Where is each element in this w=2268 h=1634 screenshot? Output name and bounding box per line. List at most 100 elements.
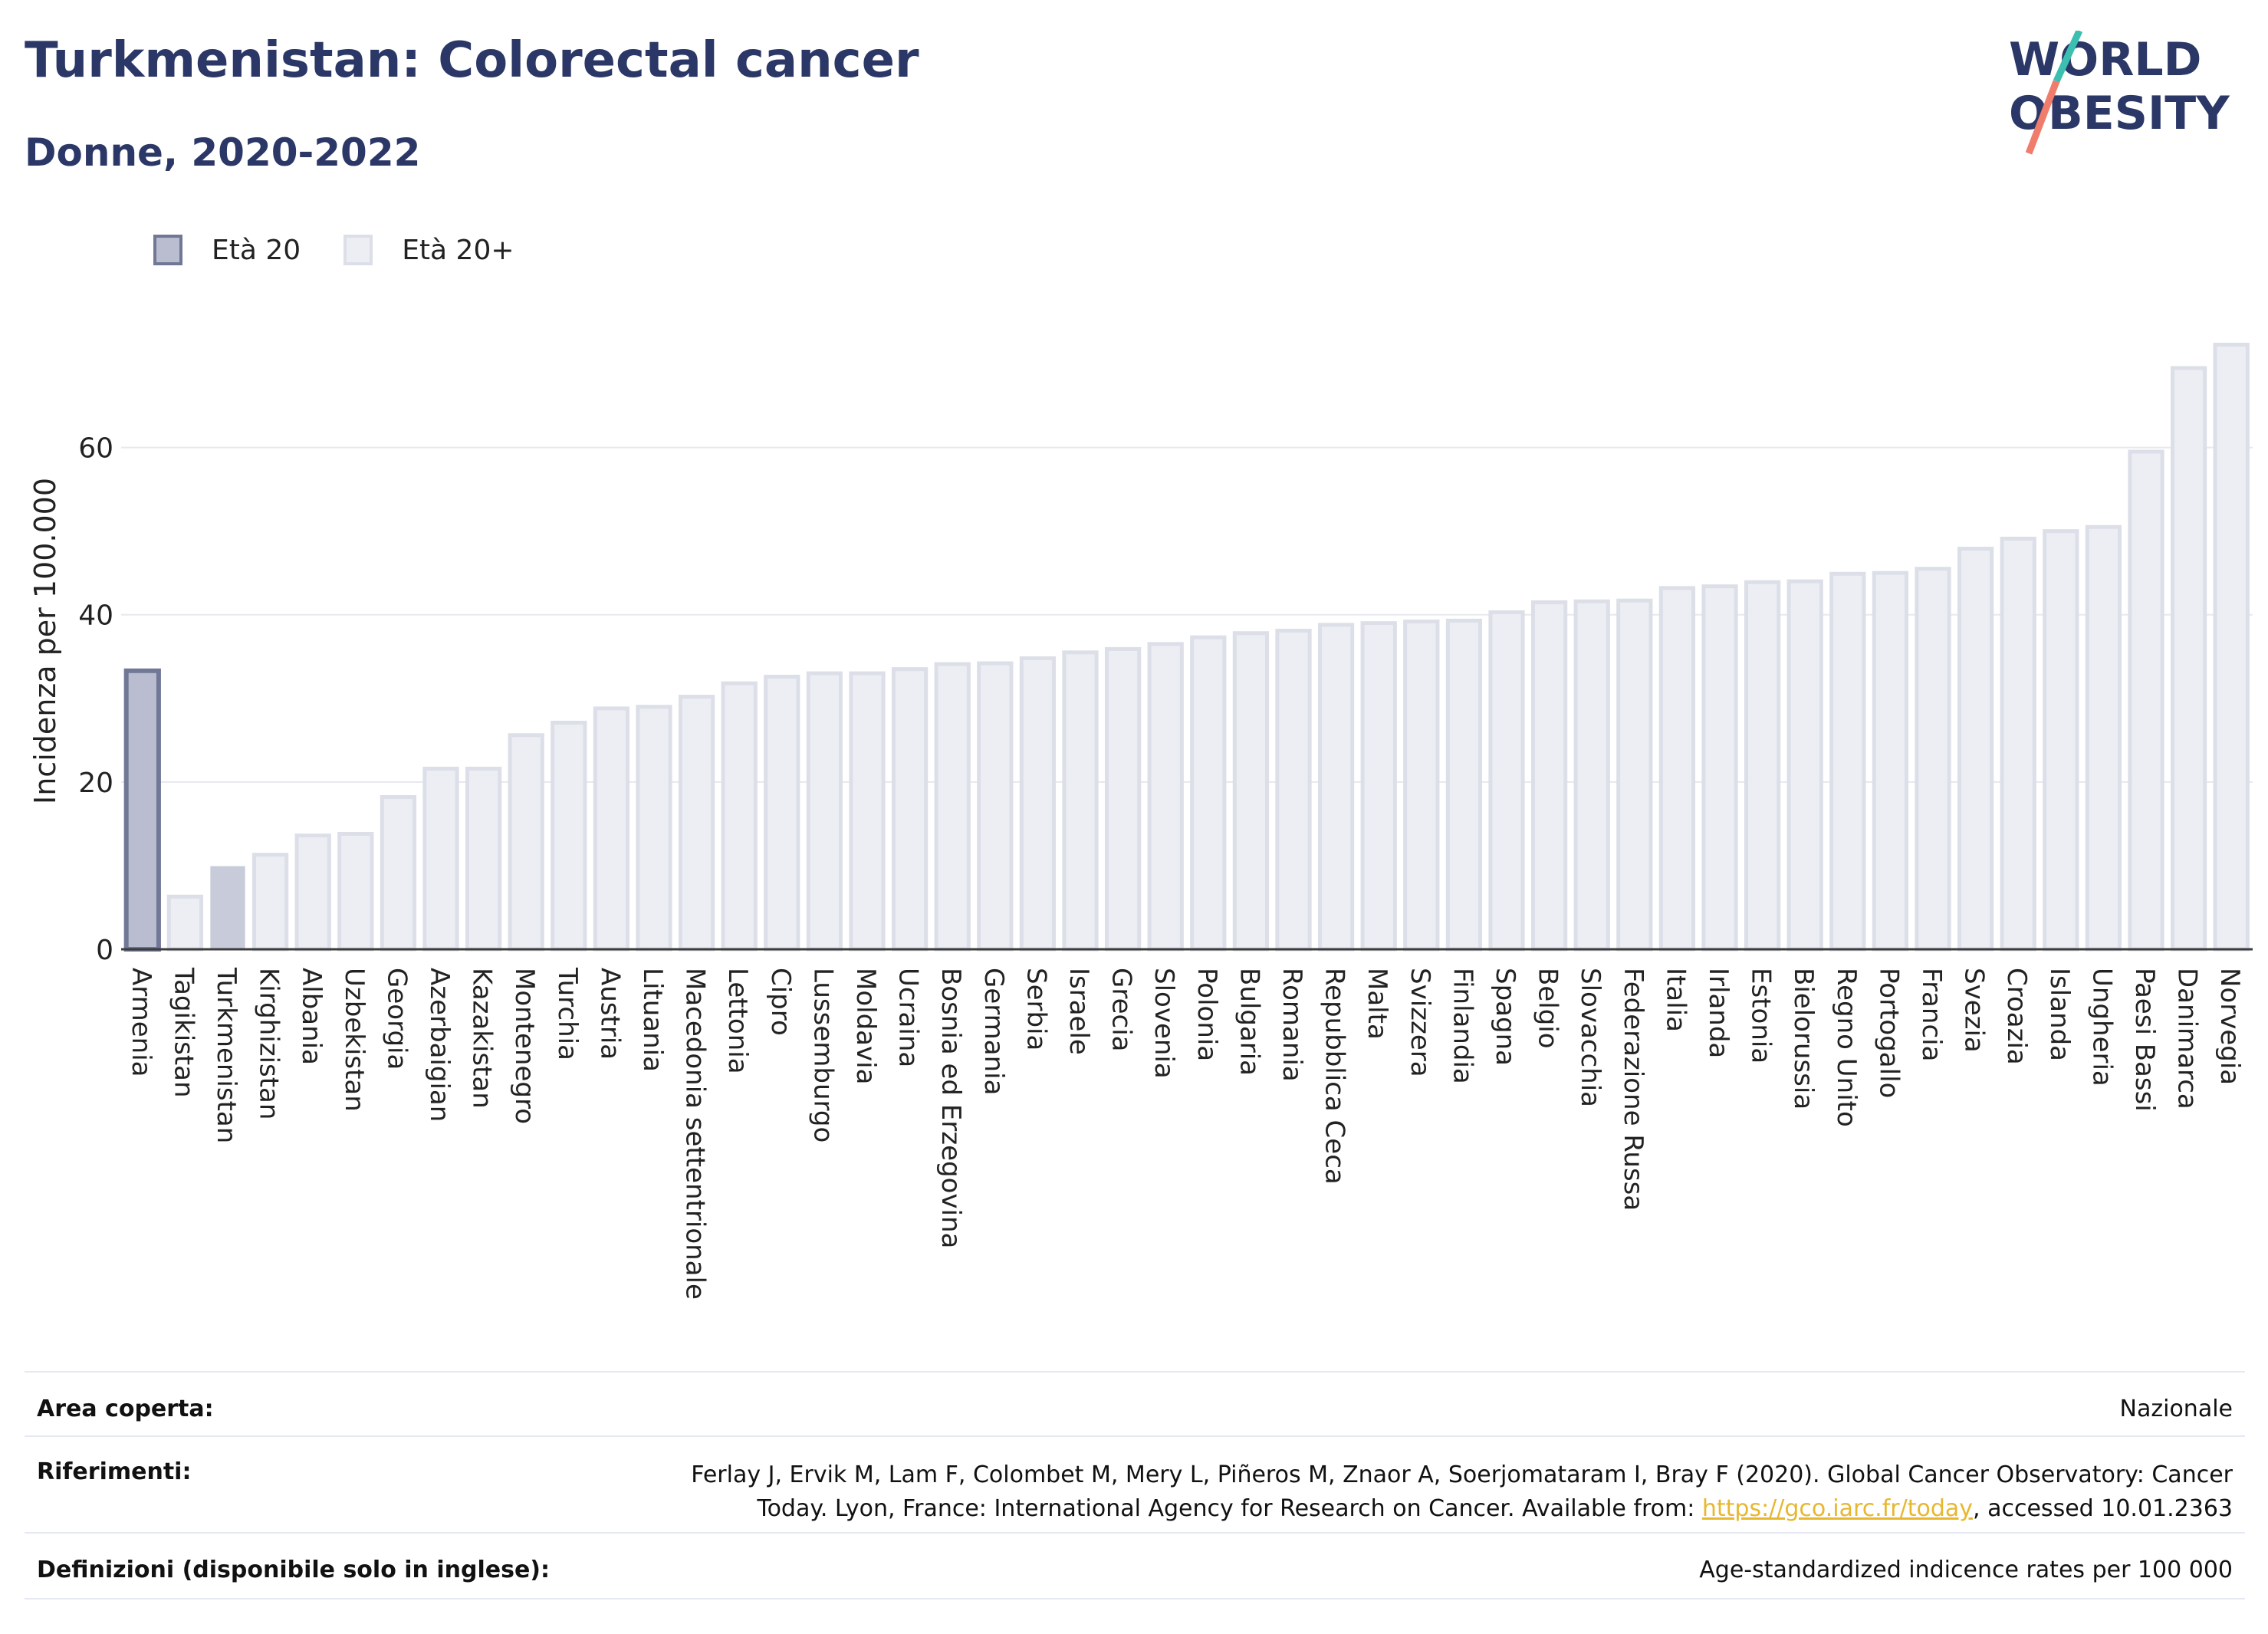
bar-repubblica-ceca[interactable] [1317, 623, 1355, 952]
reference-link[interactable]: https://gco.iarc.fr/today [1701, 1495, 1974, 1522]
bar-paesi-bassi[interactable] [2128, 449, 2164, 952]
bar-uzbekistan[interactable] [337, 831, 374, 952]
x-tick-label: Polonia [1192, 968, 1222, 1061]
bar-lituania[interactable] [636, 705, 672, 952]
x-tick-label: Lituania [637, 968, 668, 1072]
bar-austria[interactable] [593, 706, 630, 952]
bar-islanda[interactable] [2043, 529, 2079, 952]
bar-montenegro[interactable] [508, 733, 544, 952]
bar-tagikistan[interactable] [166, 894, 204, 952]
x-tick-label: Finlandia [1447, 968, 1477, 1084]
bar-croazia[interactable] [2000, 536, 2036, 952]
bar-federazione-russa[interactable] [1616, 598, 1653, 952]
legend-swatch-age-20plus [343, 235, 373, 265]
bar-malta[interactable] [1360, 621, 1397, 952]
page-subtitle: Donne, 2020-2022 [25, 130, 421, 175]
bar-chart: 0 20 40 60 Armenia Tagikistan Turkmenistan Kirg… [28, 342, 2253, 1300]
legend-label: Età 20+ [402, 234, 514, 266]
bar-belgio[interactable] [1530, 600, 1568, 952]
bar-francia[interactable] [1915, 567, 1951, 952]
x-tick-label: Kazakistan [467, 968, 498, 1109]
bar-finlandia[interactable] [1445, 618, 1483, 952]
x-tick-label: Austria [594, 968, 625, 1060]
x-tick-label: Bielorussia [1788, 968, 1819, 1110]
info-row-references: Riferimenti: Ferlay J, Ervik M, Lam F, C… [25, 1435, 2245, 1532]
bar-turkmenistan[interactable] [210, 866, 245, 951]
chart-legend: Età 20 Età 20+ [153, 228, 557, 271]
bar-svezia[interactable] [1957, 547, 1994, 952]
bar-kirghizistan[interactable] [251, 853, 289, 952]
x-tick-label: Slovenia [1149, 968, 1179, 1079]
x-tick-label: Romania [1277, 968, 1307, 1082]
x-tick-label: Armenia [126, 968, 156, 1077]
bar-cipro[interactable] [764, 674, 800, 952]
bar-bosnia-ed-erzegovina[interactable] [934, 662, 971, 952]
bar-slovacchia[interactable] [1573, 599, 1610, 952]
reference-accessed: , accessed 10.01.2363 [1973, 1495, 2233, 1522]
x-tick-label: Albania [296, 968, 327, 1065]
x-tick-label: Serbia [1021, 968, 1051, 1050]
x-tick-label: Norvegia [2214, 968, 2245, 1085]
bar-bulgaria[interactable] [1232, 631, 1270, 952]
bar-serbia[interactable] [1019, 656, 1057, 952]
x-tick-label: Uzbekistan [339, 968, 370, 1112]
bar-turchia[interactable] [551, 720, 587, 952]
bar-regno-unito[interactable] [1829, 571, 1866, 952]
world-obesity-logo: WORLD OBESITY [2009, 31, 2230, 155]
bar-irlanda[interactable] [1701, 584, 1738, 952]
bar-germania[interactable] [977, 661, 1014, 952]
logo-slash-coral [2025, 80, 2060, 155]
x-tick-label: Danimarca [2172, 968, 2203, 1110]
bar-ucraina[interactable] [891, 667, 929, 952]
bar-lettonia[interactable] [721, 681, 758, 952]
x-tick-label: Italia [1660, 968, 1691, 1032]
x-tick-label: Federazione Russa [1618, 968, 1648, 1211]
x-tick-label: Svezia [1959, 968, 1990, 1053]
logo-text-world: WORLD [2009, 33, 2201, 87]
bar-azerbaigian[interactable] [422, 766, 459, 952]
x-tick-label: Germania [978, 968, 1009, 1095]
bar-moldavia[interactable] [849, 671, 886, 952]
bar-spagna[interactable] [1488, 610, 1525, 952]
x-tick-label: Portogallo [1873, 968, 1904, 1098]
x-tick-label: Repubblica Ceca [1320, 968, 1350, 1185]
bar-danimarca[interactable] [2170, 366, 2207, 952]
bar-lussemburgo[interactable] [806, 671, 843, 952]
bar-israele[interactable] [1062, 650, 1099, 952]
legend-item-age-20plus[interactable]: Età 20+ [343, 235, 514, 266]
x-tick-label: Azerbaigian [424, 968, 455, 1122]
bar-norvegia[interactable] [2213, 342, 2250, 952]
bar-macedonia-settentrionale[interactable] [678, 695, 715, 952]
bar-portogallo[interactable] [1872, 570, 1909, 952]
bar-estonia[interactable] [1744, 580, 1781, 952]
x-tick-label: Georgia [381, 968, 412, 1070]
bar-ungheria[interactable] [2085, 524, 2122, 952]
bar-grecia[interactable] [1104, 646, 1142, 952]
x-tick-label: Ucraina [893, 968, 924, 1067]
x-tick-label: Spagna [1490, 968, 1520, 1066]
bar-bielorussia[interactable] [1786, 579, 1823, 952]
bar-svizzera[interactable] [1403, 619, 1440, 952]
bar-armenia[interactable] [123, 668, 161, 952]
bar-italia[interactable] [1658, 586, 1696, 952]
x-tick-label: Montenegro [509, 968, 540, 1124]
legend-item-age-20[interactable]: Età 20 [153, 235, 301, 266]
bar-polonia[interactable] [1190, 635, 1227, 952]
x-tick-label: Grecia [1106, 968, 1137, 1051]
info-label-definitions: Definizioni (disponibile solo in inglese… [37, 1557, 550, 1583]
bar-romania[interactable] [1275, 628, 1312, 952]
x-tick-label: Slovacchia [1575, 968, 1606, 1107]
info-row-area: Area coperta: Nazionale [25, 1371, 2245, 1435]
bar-albania[interactable] [294, 833, 331, 952]
x-tick-label: Tagikistan [168, 967, 199, 1098]
bar-kazakistan[interactable] [465, 766, 502, 952]
x-tick-label: Israele [1063, 968, 1094, 1055]
bar-georgia[interactable] [380, 794, 417, 952]
y-tick-label: 60 [78, 433, 113, 465]
bar-slovenia[interactable] [1147, 642, 1184, 952]
reference-text: Today. Lyon, France: International Agenc… [757, 1495, 1702, 1522]
x-tick-label: Estonia [1746, 968, 1777, 1064]
x-tick-label: Turchia [552, 967, 583, 1060]
reference-line-2: Today. Lyon, France: International Agenc… [691, 1492, 2233, 1526]
x-tick-label: Turkmenistan [211, 967, 242, 1143]
